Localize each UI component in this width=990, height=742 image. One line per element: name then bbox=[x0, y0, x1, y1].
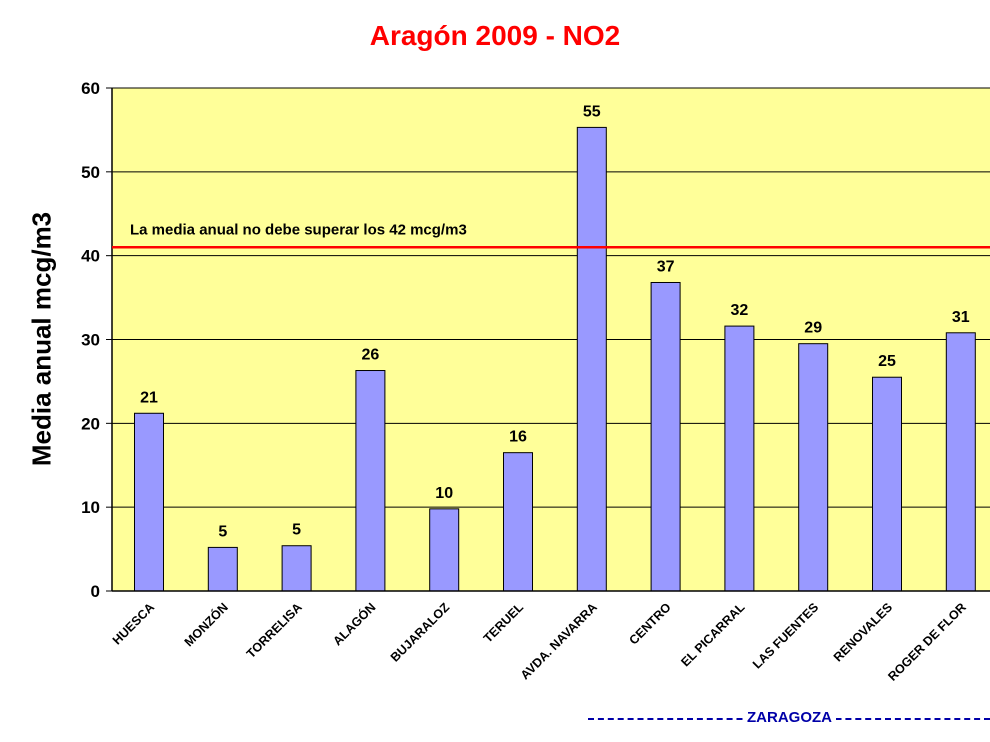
reference-line-group: La media anual no debe superar los 42 mc… bbox=[112, 221, 990, 249]
data-label: 25 bbox=[878, 353, 896, 370]
bar bbox=[207, 546, 238, 592]
y-axis-label: Media anual mcg/m3 bbox=[26, 211, 57, 467]
y-tick-label: 30 bbox=[81, 331, 100, 350]
x-tick-label: CENTRO bbox=[626, 600, 673, 647]
group-label: ZARAGOZA bbox=[743, 708, 836, 728]
bar bbox=[576, 126, 607, 592]
bar bbox=[724, 325, 755, 592]
y-tick-label: 50 bbox=[81, 163, 100, 182]
data-label: 5 bbox=[218, 523, 227, 540]
gridlines bbox=[112, 87, 990, 508]
y-tick-label: 10 bbox=[81, 498, 100, 517]
data-label: 37 bbox=[657, 258, 675, 275]
data-label: 55 bbox=[583, 103, 601, 120]
x-tick-label: AVDA. NAVARRA bbox=[518, 600, 600, 682]
bar bbox=[650, 281, 681, 592]
x-tick-label: TERUEL bbox=[481, 600, 527, 646]
data-label: 32 bbox=[731, 302, 749, 319]
x-tick-label: ALAGÓN bbox=[330, 600, 379, 649]
data-label: 29 bbox=[804, 320, 822, 337]
x-tick-label: MONZÓN bbox=[181, 600, 231, 650]
data-label: 5 bbox=[292, 522, 301, 539]
x-tick-label: HUESCA bbox=[110, 600, 157, 647]
x-tick-label: ROGER DE FLOR bbox=[885, 600, 969, 684]
x-tick-label: TORRELISA bbox=[244, 600, 305, 661]
x-axis-labels: HUESCA MONZÓN TORRELISA ALAGÓN BUJARALOZ TERU… bbox=[110, 600, 969, 684]
x-tick-label: BUJARALOZ bbox=[388, 600, 453, 665]
y-tick-label: 60 bbox=[81, 79, 100, 98]
chart-title: Aragón 2009 - NO2 bbox=[369, 20, 621, 51]
x-tick-label: LAS FUENTES bbox=[750, 600, 821, 671]
data-label: 21 bbox=[140, 389, 158, 406]
y-axis-ticks: 0 10 20 30 40 50 60 bbox=[81, 79, 112, 601]
y-tick-label: 20 bbox=[81, 414, 100, 433]
x-tick-label: EL PICARRAL bbox=[678, 600, 747, 669]
y-tick-label: 0 bbox=[91, 582, 100, 601]
bar bbox=[872, 376, 902, 592]
x-tick-label: RENOVALES bbox=[831, 600, 895, 664]
bar bbox=[798, 343, 829, 592]
y-tick-label: 40 bbox=[81, 247, 100, 266]
data-label: 26 bbox=[362, 347, 380, 364]
data-label: 10 bbox=[435, 485, 453, 502]
bars bbox=[134, 126, 976, 592]
data-label: 31 bbox=[952, 309, 970, 326]
axes bbox=[111, 88, 990, 592]
bar bbox=[355, 370, 386, 592]
bar bbox=[945, 332, 976, 592]
bar bbox=[429, 508, 460, 592]
bar bbox=[503, 452, 533, 592]
bar bbox=[134, 412, 164, 592]
reference-line-label: La media anual no debe superar los 42 mc… bbox=[130, 221, 467, 238]
data-label: 16 bbox=[509, 429, 527, 446]
bar bbox=[281, 545, 312, 592]
zaragoza-group-annotation: ZARAGOZA bbox=[588, 708, 990, 730]
